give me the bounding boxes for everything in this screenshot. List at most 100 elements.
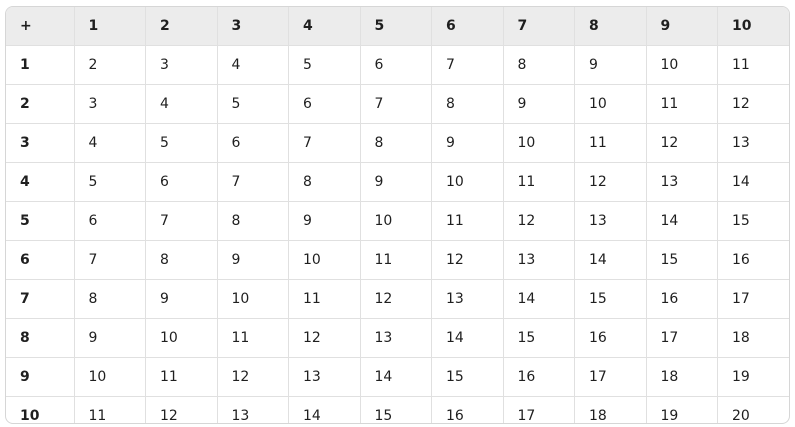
addition-table: +1 2 3 4 5 6 7 8 9 10 1 2 3 4 5 6 7 8 9 10 11 2 3 4 5 6 7 8 9 10 11 12… (6, 7, 789, 423)
table-cell: 10 (431, 162, 504, 202)
table-cell: 9 (217, 240, 289, 280)
table-cell: 14 (288, 396, 361, 423)
row-label: 9 (6, 357, 75, 397)
header-cell: 8 (574, 7, 647, 46)
table-cell: 10 (646, 45, 718, 85)
table-cell: 12 (646, 123, 718, 163)
table-cell: 17 (503, 396, 575, 423)
table-cell: 11 (145, 357, 218, 397)
table-row: 8 9 10 11 12 13 14 15 16 17 18 (6, 318, 789, 358)
table-cell: 19 (646, 396, 718, 423)
table-cell: 15 (431, 357, 504, 397)
row-label: 1 (6, 45, 75, 85)
table-cell: 5 (288, 45, 361, 85)
table-cell: 9 (288, 201, 361, 241)
table-cell: 8 (145, 240, 218, 280)
table-cell: 15 (503, 318, 575, 358)
table-row: 10 11 12 13 14 15 16 17 18 19 20 (6, 396, 789, 423)
table-cell: 6 (360, 45, 432, 85)
table-cell: 8 (360, 123, 432, 163)
table-cell: 18 (717, 318, 789, 358)
table-cell: 6 (288, 84, 361, 124)
table-cell: 8 (74, 279, 146, 319)
row-label: 5 (6, 201, 75, 241)
table-cell: 8 (431, 84, 504, 124)
table-cell: 11 (288, 279, 361, 319)
table-cell: 14 (646, 201, 718, 241)
table-cell: 11 (503, 162, 575, 202)
table-row: 2 3 4 5 6 7 8 9 10 11 12 (6, 84, 789, 124)
header-cell: 5 (360, 7, 432, 46)
table-cell: 9 (360, 162, 432, 202)
table-cell: 13 (217, 396, 289, 423)
table-cell: 12 (574, 162, 647, 202)
table-cell: 9 (145, 279, 218, 319)
table-cell: 12 (717, 84, 789, 124)
table-cell: 14 (717, 162, 789, 202)
table-cell: 10 (288, 240, 361, 280)
table-cell: 11 (74, 396, 146, 423)
table-row: 9 10 11 12 13 14 15 16 17 18 19 (6, 357, 789, 397)
table-container: +1 2 3 4 5 6 7 8 9 10 1 2 3 4 5 6 7 8 9 10 11 2 3 4 5 6 7 8 9 10 11 12… (5, 6, 790, 424)
table-cell: 4 (145, 84, 218, 124)
row-label: 3 (6, 123, 75, 163)
header-cell: 3 (217, 7, 289, 46)
table-cell: 9 (503, 84, 575, 124)
header-cell: 9 (646, 7, 718, 46)
table-cell: 6 (145, 162, 218, 202)
table-cell: 6 (217, 123, 289, 163)
table-cell: 19 (717, 357, 789, 397)
table-cell: 15 (717, 201, 789, 241)
table-cell: 18 (646, 357, 718, 397)
table-cell: 16 (646, 279, 718, 319)
table-cell: 16 (717, 240, 789, 280)
table-cell: 14 (431, 318, 504, 358)
table-cell: 17 (646, 318, 718, 358)
table-cell: 9 (74, 318, 146, 358)
table-cell: 15 (360, 396, 432, 423)
row-label: 4 (6, 162, 75, 202)
table-cell: 11 (360, 240, 432, 280)
table-cell: 12 (503, 201, 575, 241)
header-cell: 10 (717, 7, 789, 46)
table-row: 1 2 3 4 5 6 7 8 9 10 11 (6, 45, 789, 85)
table-cell: 5 (217, 84, 289, 124)
table-row: 3 4 5 6 7 8 9 10 11 12 13 (6, 123, 789, 163)
table-cell: 16 (503, 357, 575, 397)
table-cell: 13 (574, 201, 647, 241)
table-cell: 13 (360, 318, 432, 358)
table-cell: 17 (574, 357, 647, 397)
row-label: 2 (6, 84, 75, 124)
table-cell: 12 (217, 357, 289, 397)
table-row: 5 6 7 8 9 10 11 12 13 14 15 (6, 201, 789, 241)
table-cell: 15 (646, 240, 718, 280)
row-label: 6 (6, 240, 75, 280)
table-cell: 10 (360, 201, 432, 241)
table-head: +1 2 3 4 5 6 7 8 9 10 (6, 7, 789, 46)
table-cell: 11 (717, 45, 789, 85)
table-cell: 13 (646, 162, 718, 202)
row-label: 10 (6, 396, 75, 423)
header-cell: 6 (431, 7, 504, 46)
table-cell: 4 (217, 45, 289, 85)
table-cell: 11 (646, 84, 718, 124)
table-cell: 7 (431, 45, 504, 85)
table-cell: 3 (74, 84, 146, 124)
table-cell: 7 (360, 84, 432, 124)
table-cell: 12 (431, 240, 504, 280)
table-cell: 3 (145, 45, 218, 85)
table-cell: 10 (503, 123, 575, 163)
table-cell: 16 (574, 318, 647, 358)
table-cell: 13 (717, 123, 789, 163)
table-cell: 5 (145, 123, 218, 163)
row-label: 7 (6, 279, 75, 319)
table-cell: 14 (503, 279, 575, 319)
header-cell: 7 (503, 7, 575, 46)
row-label: 8 (6, 318, 75, 358)
table-cell: 13 (431, 279, 504, 319)
header-cell: + (6, 7, 75, 46)
table-cell: 8 (503, 45, 575, 85)
table-cell: 14 (574, 240, 647, 280)
table-cell: 11 (431, 201, 504, 241)
